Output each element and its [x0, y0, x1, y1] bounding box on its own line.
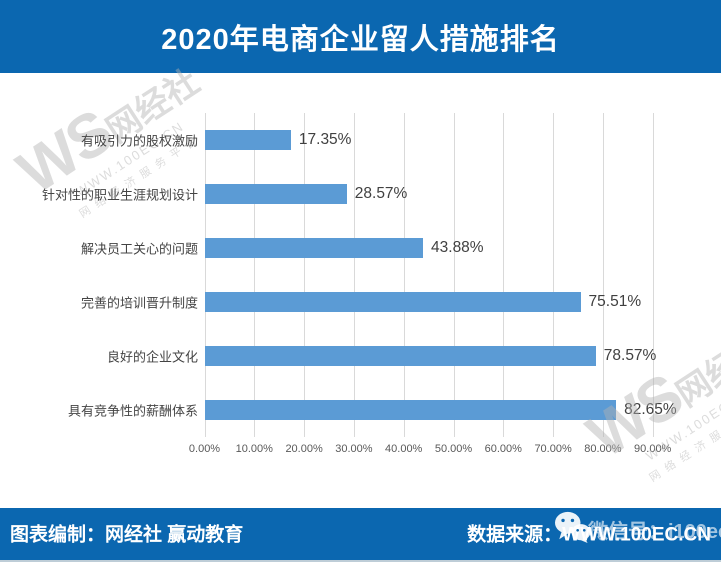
- wechat-icon: [555, 511, 591, 544]
- category-label: 良好的企业文化: [106, 349, 198, 365]
- grid-line: [602, 113, 604, 437]
- x-axis-tick-label: 50.00%: [434, 443, 473, 455]
- value-label: 43.88%: [431, 239, 484, 256]
- bar: [204, 292, 581, 312]
- grid-line: [652, 113, 654, 437]
- grid-line: [304, 113, 306, 437]
- value-label: 28.57%: [354, 185, 408, 202]
- category-label: 解决员工关心的问题: [80, 241, 198, 257]
- x-axis-tick-label: 60.00%: [484, 443, 522, 455]
- category-label: 有吸引力的股权激励: [80, 133, 198, 149]
- bar: [204, 130, 291, 150]
- value-label: 82.65%: [624, 401, 677, 418]
- grid-line: [453, 113, 455, 437]
- footer-bar: 图表编制：网经社 赢动教育 数据来源：WWW.100EC.CN 微信号：i100…: [0, 508, 721, 562]
- grid-line: [204, 113, 206, 437]
- grid-line: [254, 113, 256, 437]
- bar: [204, 400, 617, 420]
- grid-line: [353, 113, 355, 437]
- value-label: 75.51%: [588, 293, 642, 310]
- bar: [204, 238, 424, 258]
- wechat-watermark: 微信号：i100ec: [588, 521, 721, 543]
- x-axis-tick-label: 80.00%: [584, 443, 622, 455]
- chart-region: WS网经社 WWW.100EC.CN 网络经济服务平台 0.00% 10.00% 2…: [0, 63, 721, 508]
- x-axis-tick-label: 10.00%: [235, 443, 273, 455]
- category-label: 完善的培训晋升制度: [80, 295, 198, 311]
- bar: [204, 184, 347, 204]
- x-axis-tick-label: 40.00%: [385, 443, 423, 455]
- grid-line: [503, 113, 505, 437]
- x-axis-tick-label: 0.00%: [188, 443, 221, 455]
- value-label: 17.35%: [298, 131, 352, 148]
- x-axis-tick-label: 30.00%: [335, 443, 373, 455]
- brand-watermark-tagline: 网络经济服务平台: [647, 395, 721, 485]
- page-title: 2020年电商企业留人措施排名: [161, 23, 560, 56]
- value-label: 78.57%: [603, 347, 657, 364]
- x-axis-tick-label: 70.00%: [534, 443, 572, 455]
- category-label: 具有竞争性的薪酬体系: [67, 403, 198, 419]
- grid-line: [403, 113, 405, 437]
- x-axis-tick-label: 90.00%: [634, 443, 672, 455]
- x-axis-tick-label: 20.00%: [285, 443, 323, 455]
- bar: [204, 346, 596, 366]
- grid-line: [553, 113, 555, 437]
- footer-credit: 图表编制：网经社 赢动教育: [10, 524, 244, 546]
- category-label: 针对性的职业生涯规划设计: [41, 187, 198, 203]
- title-bar: 2020年电商企业留人措施排名: [0, 0, 721, 73]
- brand-watermark-url: WWW.100EC.CN: [73, 118, 187, 200]
